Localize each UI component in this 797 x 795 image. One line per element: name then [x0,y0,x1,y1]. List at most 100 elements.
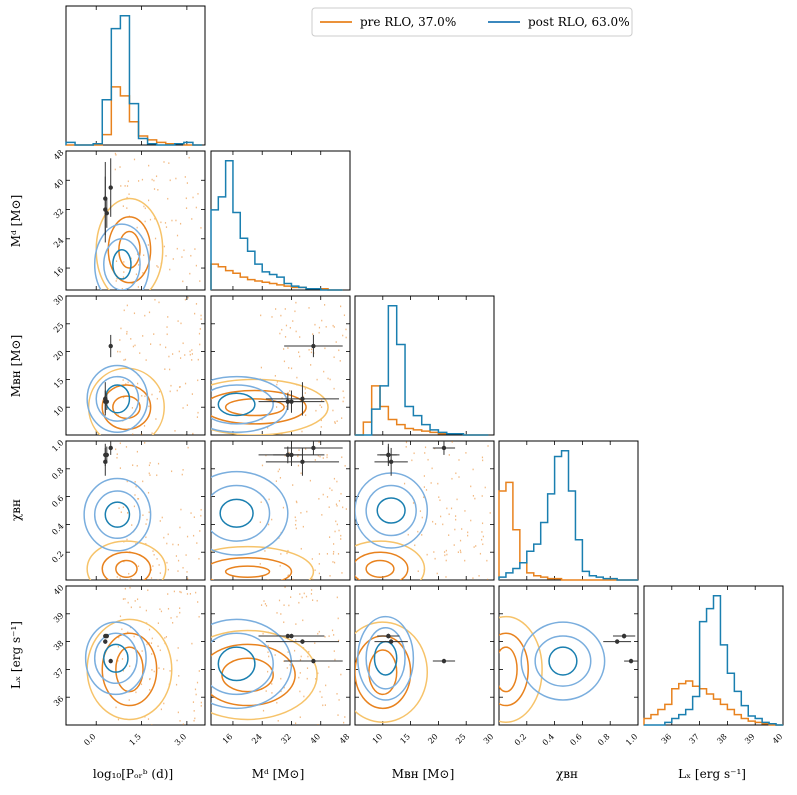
contour-post-level-1 [548,646,578,676]
speckle [145,609,147,612]
speckle [332,324,334,327]
speckle [419,510,422,512]
speckle [299,716,301,719]
speckle [119,350,121,353]
speckle [320,406,323,408]
speckle [200,705,202,707]
y-tick-label: 20 [52,349,66,363]
speckle [195,264,197,267]
speckle [123,309,125,312]
speckle [292,320,294,322]
histogram-lx [643,594,783,726]
contour-pre-level-3 [86,540,167,580]
speckle [197,193,199,195]
speckle [137,382,139,385]
histogram-mbh [355,304,489,436]
speckle [146,643,148,646]
speckle [196,681,199,684]
speckle [150,343,152,345]
panel-frame [65,150,206,291]
speckle [283,360,286,363]
speckle [167,568,169,571]
speckle [136,253,139,256]
speckle [297,464,300,467]
speckle [137,180,140,182]
y-tick-label: 10 [52,404,66,418]
speckle [300,547,302,550]
observation-marker [311,658,316,664]
speckle [296,501,298,504]
speckle [127,180,129,183]
speckle [175,683,178,686]
observation-1-p-md [108,158,113,217]
speckle [150,569,152,571]
speckle [305,414,307,417]
y-tick-label: 40 [52,177,66,191]
speckle [135,273,138,276]
speckle [177,559,180,562]
speckle [119,442,121,445]
speckle [142,335,144,337]
speckle [342,334,344,337]
contour-post-level-3 [84,621,147,696]
speckle [128,699,130,701]
speckle [183,434,185,435]
speckle [281,433,283,435]
speckle [456,498,458,501]
speckle [319,404,321,407]
speckle [163,536,165,539]
speckle [337,714,339,716]
speckle [286,552,288,555]
x-tick-label: 1.5 [128,732,143,747]
speckle [322,493,324,496]
speckle [261,418,263,421]
y-tick-label: 30 [52,293,66,307]
speckle [318,553,321,555]
x-tick-label: 36 [660,732,674,746]
speckle [198,615,200,618]
speckle [145,523,147,525]
speckles-p-lx [115,586,202,725]
contour-post-level-2 [93,632,138,685]
x-tick-label: 48 [338,732,352,746]
speckle [133,158,136,161]
speckle [130,338,132,340]
observation-4-md-mbh [273,393,303,410]
speckle [454,515,457,517]
speckle [182,342,184,345]
speckle [159,343,161,346]
x-axis-labels: log₁₀[Pₒᵣᵇ (d)] Mᵈ [M⊙] Mʙʜ [M⊙] χʙʜ Lₓ … [93,767,746,781]
speckle [188,156,190,159]
speckle [275,406,278,408]
contour-pre-level-3 [355,621,429,723]
observation-marker [104,399,109,404]
speckle [295,330,297,333]
contour-post-level-2 [93,490,141,540]
speckle [163,702,165,705]
speckle [160,610,163,613]
speckle [148,405,150,408]
contour-pre-level-2 [211,557,293,580]
speckle [151,393,153,396]
contour-pre-level-2 [211,389,307,425]
panel-frame [65,585,206,726]
speckle [304,388,306,390]
speckle [147,244,149,246]
x-tick-label: 0.8 [596,732,611,747]
speckle [157,579,159,580]
speckle [126,196,128,199]
speckle [284,336,287,338]
legend-label-post: post RLO, 63.0% [528,15,630,29]
speckle [163,245,165,248]
panel-mbh-mbh [354,295,495,436]
observation-4-mbh-chi [380,446,397,464]
speckle [314,642,316,644]
speckle [318,563,320,565]
observation-1-chi-lx [624,658,638,664]
speckle [126,480,128,483]
speckle [200,701,202,704]
speckle [295,500,298,503]
speckle [133,635,135,638]
speckle [445,549,447,552]
observation-4-p-mbh [104,393,109,410]
